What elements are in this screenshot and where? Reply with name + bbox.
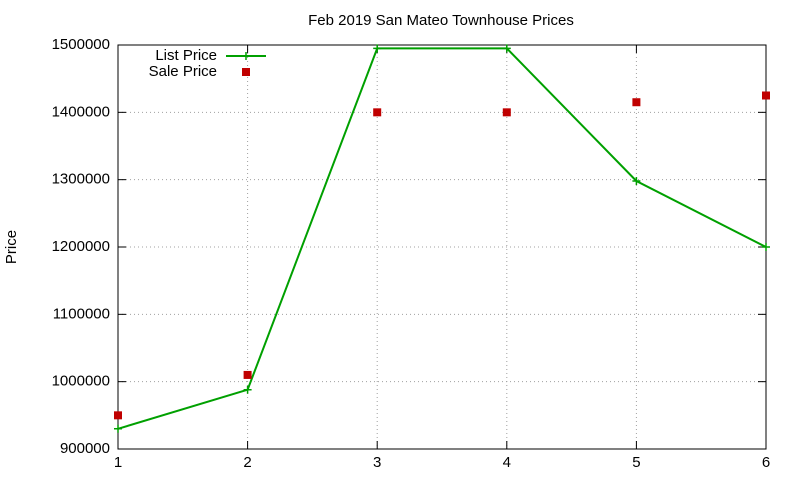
x-tick-label: 1 bbox=[114, 454, 122, 471]
y-tick-label: 1100000 bbox=[53, 305, 110, 322]
point-marker bbox=[373, 108, 382, 117]
y-tick-label: 1300000 bbox=[52, 171, 110, 188]
point-marker bbox=[243, 385, 252, 394]
x-tick-label: 4 bbox=[503, 454, 511, 471]
x-tick-label: 6 bbox=[762, 454, 770, 471]
chart-title: Feb 2019 San Mateo Townhouse Prices bbox=[308, 12, 574, 29]
y-axis-label: Price bbox=[3, 230, 20, 264]
x-tick-label: 3 bbox=[373, 454, 381, 471]
series-line bbox=[117, 47, 767, 430]
x-tick-label: 5 bbox=[632, 454, 640, 471]
y-tick-label: 1000000 bbox=[52, 373, 110, 390]
y-tick-label: 1400000 bbox=[52, 103, 110, 120]
point-marker bbox=[502, 44, 511, 53]
point-marker bbox=[243, 370, 252, 379]
legend-swatch bbox=[242, 52, 250, 60]
y-tick-label: 900000 bbox=[60, 440, 110, 457]
point-marker bbox=[632, 98, 641, 107]
legend-label: List Price bbox=[155, 47, 217, 64]
point-marker bbox=[632, 177, 641, 186]
y-tick-label: 1500000 bbox=[52, 36, 110, 53]
point-marker bbox=[502, 108, 511, 117]
point-marker bbox=[114, 411, 122, 420]
legend-swatch bbox=[242, 68, 250, 76]
y-tick-label: 1200000 bbox=[52, 238, 110, 255]
point-marker bbox=[762, 91, 770, 100]
point-marker bbox=[373, 44, 382, 53]
point-marker bbox=[114, 424, 122, 433]
x-tick-label: 2 bbox=[243, 454, 251, 471]
legend-label: Sale Price bbox=[149, 63, 217, 80]
point-marker bbox=[762, 243, 770, 251]
